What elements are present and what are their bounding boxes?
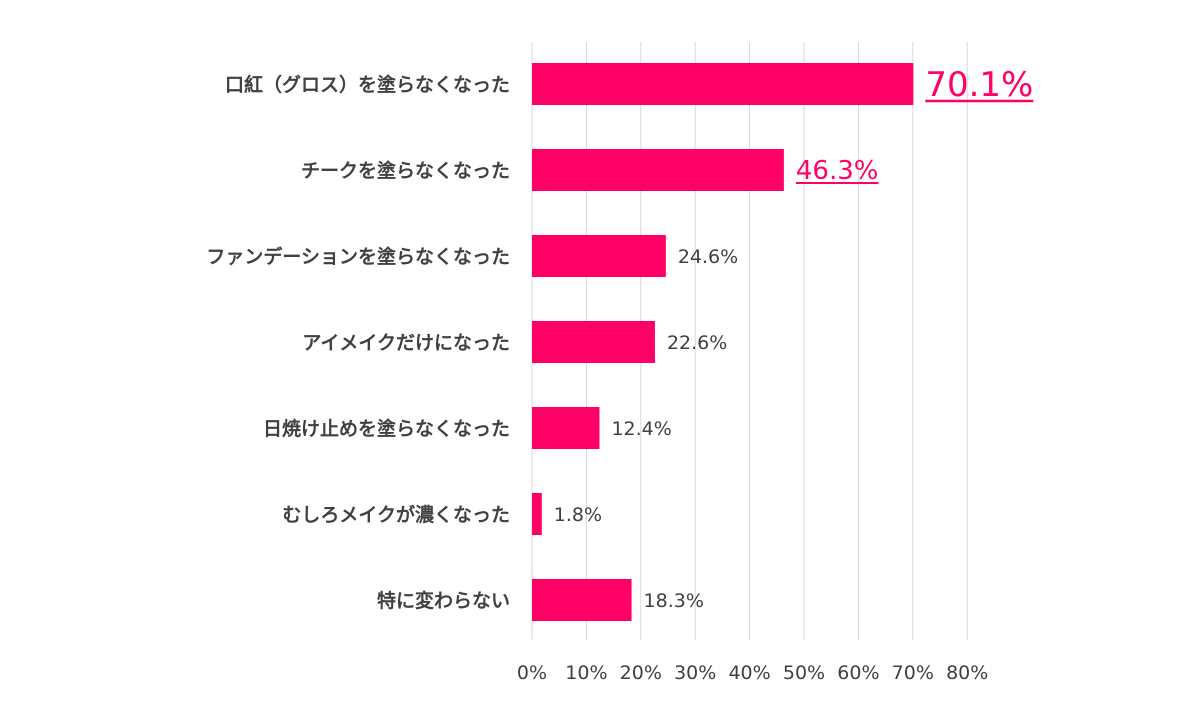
bar [532,579,632,621]
category-label: アイメイクだけになった [302,332,510,354]
x-axis-tick-labels: 0% 10% 20% 30% 40% 50% 60% 70% 80% [517,662,988,684]
bar [532,407,600,449]
x-tick-label: 80% [946,662,988,684]
value-label: 1.8% [554,504,602,526]
bar [532,235,666,277]
x-tick-label: 20% [620,662,662,684]
category-label: 口紅（グロス）を塗らなくなった [225,73,510,96]
bar [532,63,914,105]
bar [532,149,784,191]
category-label: 特に変わらない [377,589,510,612]
x-tick-label: 70% [892,662,934,684]
value-label: 12.4% [611,418,671,440]
value-labels: 70.1% 46.3% 24.6% 22.6% 12.4% 1.8% 18.3% [554,65,1034,612]
x-tick-label: 60% [837,662,879,684]
value-label: 24.6% [678,246,738,268]
value-label-highlighted: 70.1% [925,65,1033,105]
value-label: 22.6% [667,332,727,354]
x-tick-label: 50% [783,662,825,684]
gridlines [531,42,968,640]
bar [532,321,655,363]
category-label: むしろメイクが濃くなった [282,503,510,526]
category-label: チークを塗らなくなった [301,159,510,182]
x-tick-label: 10% [565,662,607,684]
bars [532,63,914,621]
x-tick-label: 40% [728,662,770,684]
value-label: 18.3% [644,590,704,612]
x-tick-label: 0% [517,662,547,684]
category-label: ファンデーションを塗らなくなった [206,245,510,268]
x-tick-label: 30% [674,662,716,684]
bar [532,493,542,535]
category-label: 日焼け止めを塗らなくなった [263,417,510,440]
category-labels: 口紅（グロス）を塗らなくなったチークを塗らなくなったファンデーションを塗らなくな… [206,73,510,612]
value-label-highlighted: 46.3% [796,156,879,186]
